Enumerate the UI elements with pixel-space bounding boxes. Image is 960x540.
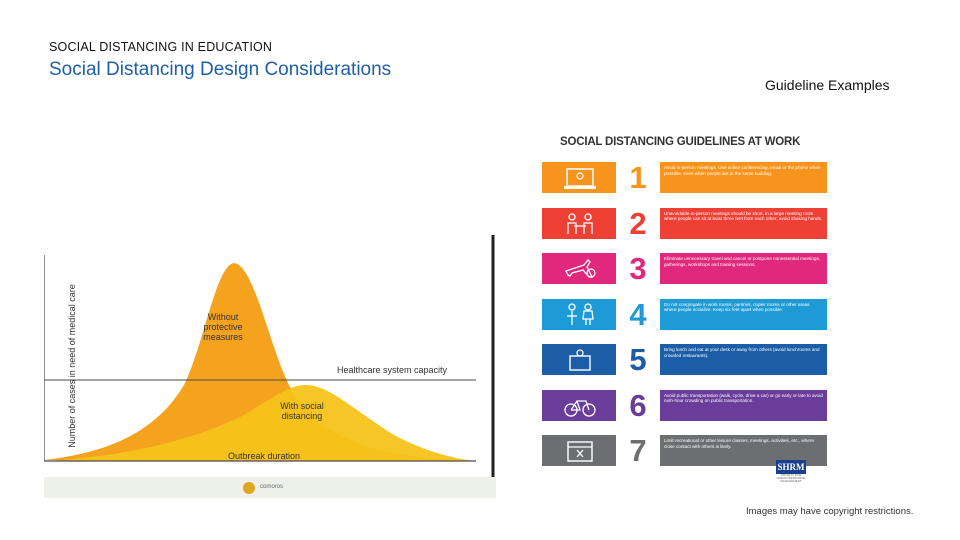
guideline-icon-tab (542, 435, 616, 466)
guideline-number: 5 (616, 342, 660, 377)
source-logo-text: comoros (260, 484, 283, 490)
shrm-logo: SHRM SOCIETY FOR HUMAN RESOURCE MANAGEME… (776, 460, 806, 480)
flat-label: With social distancing (280, 401, 324, 421)
guideline-number: 4 (616, 297, 660, 332)
guideline-icon-tab (542, 162, 616, 193)
guideline-text: Avoid in-person meetings. Use online con… (660, 162, 827, 193)
section-subtitle: Guideline Examples (765, 77, 890, 93)
guideline-text: Eliminate unnecessary travel and cancel … (660, 253, 827, 284)
people-standing-icon (564, 303, 596, 327)
guideline-row-1: 1 Avoid in-person meetings. Use online co… (542, 162, 827, 193)
guideline-row-5: 5 Bring lunch and eat at your desk or awa… (542, 344, 827, 375)
two-people-meeting-icon (564, 212, 596, 236)
guideline-icon-tab (542, 208, 616, 239)
page-title: Social Distancing Design Considerations (49, 59, 391, 81)
guideline-row-2: 2 Unavoidable in-person meetings should b… (542, 208, 827, 239)
copyright-disclaimer: Images may have copyright restrictions. (746, 506, 913, 517)
guideline-icon-tab (542, 390, 616, 421)
calendar-cancel-icon (564, 439, 596, 463)
infographic-title: SOCIAL DISTANCING GUIDELINES AT WORK (560, 136, 800, 148)
capacity-label: Healthcare system capacity (336, 365, 448, 375)
source-logo-icon (243, 482, 255, 494)
guideline-number: 6 (616, 388, 660, 423)
guideline-number: 7 (616, 433, 660, 468)
guideline-row-4: 4 Do not congregate in work rooms, pantri… (542, 299, 827, 330)
guideline-text: Avoid public transportation (walk, cycle… (660, 390, 827, 421)
guideline-text: Unavoidable in-person meetings should be… (660, 208, 827, 239)
guideline-row-6: 6 Avoid public transportation (walk, cycl… (542, 390, 827, 421)
guideline-icon-tab (542, 299, 616, 330)
shrm-logo-subtext: SOCIETY FOR HUMAN RESOURCE MANAGEMENT (776, 474, 806, 480)
guideline-text: Do not congregate in work rooms, pantrie… (660, 299, 827, 330)
bicycle-icon (564, 394, 596, 418)
x-axis-label: Outbreak duration (204, 451, 324, 461)
guideline-number: 3 (616, 251, 660, 286)
guideline-icon-tab (542, 253, 616, 284)
guideline-number: 2 (616, 206, 660, 241)
y-axis-label: Number of cases in need of medical care (67, 261, 77, 471)
guideline-number: 1 (616, 160, 660, 195)
laptop-video-icon (564, 166, 596, 190)
peak-label: Without protective measures (194, 312, 252, 342)
guideline-row-3: 3 Eliminate unnecessary travel and cancel… (542, 253, 827, 284)
guideline-icon-tab (542, 344, 616, 375)
flatten-curve-figure: Number of cases in need of medical care … (44, 235, 496, 498)
guideline-text: Bring lunch and eat at your desk or away… (660, 344, 827, 375)
airplane-no-icon (564, 257, 596, 281)
lunch-bag-icon (564, 348, 596, 372)
shrm-logo-mark: SHRM (776, 460, 806, 474)
section-kicker: SOCIAL DISTANCING IN EDUCATION (49, 40, 272, 54)
guidelines-infographic: SOCIAL DISTANCING GUIDELINES AT WORK 1 Av… (540, 131, 828, 486)
